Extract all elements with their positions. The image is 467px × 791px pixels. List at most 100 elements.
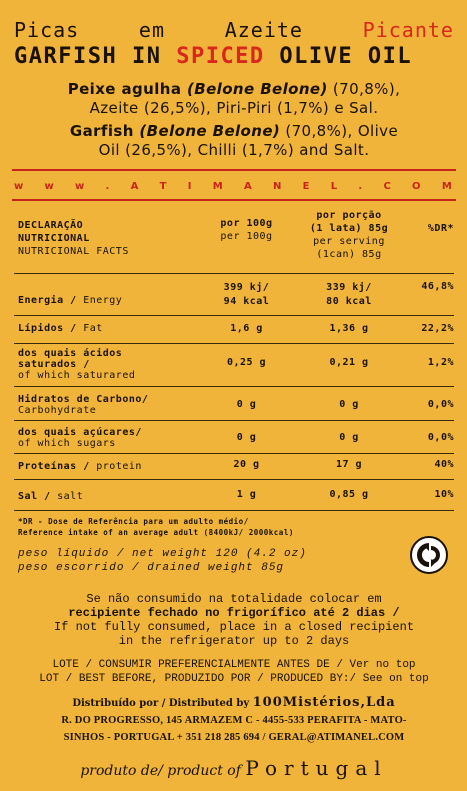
- ing-pt-name: Peixe agulha: [67, 80, 188, 98]
- website-char: I: [187, 181, 194, 192]
- portion-size: (1 lata) 85g: [309, 223, 389, 234]
- fat-100g: 1,6 g: [230, 323, 263, 334]
- distributor: Distribuído por / Distributed by 100Mist…: [14, 695, 454, 710]
- ing-pt-scientific: (Belone Belone): [187, 80, 328, 98]
- storage-line: Se não consumido na totalidade colocar e…: [86, 592, 382, 606]
- address-line: R. DO PROGRESSO, 145 ARMAZEM C - 4455-53…: [61, 715, 407, 726]
- portion-pt: por porção: [316, 210, 382, 221]
- website-char: E: [302, 181, 312, 192]
- note-line-en: Reference intake of an average adult (84…: [18, 528, 294, 537]
- title-word: Picas: [14, 18, 80, 42]
- net-weight: peso líquido / net weight 120 (4.2 oz): [18, 548, 307, 560]
- website-char: N: [272, 181, 284, 192]
- portion-size-en: (1can) 85g: [316, 249, 382, 260]
- title-en-spiced: SPICED: [176, 44, 265, 69]
- distributor-address: R. DO PROGRESSO, 145 ARMAZEM C - 4455-53…: [4, 712, 464, 746]
- website-char: C: [383, 181, 393, 192]
- origin-country: Portugal: [245, 756, 388, 780]
- dr-header: %DR*: [427, 223, 454, 234]
- website-char: A: [243, 181, 254, 192]
- row-label-pt: saturados /: [18, 359, 90, 370]
- address-line: SINHOS - PORTUGAL + 351 218 285 694 / GE…: [63, 732, 405, 743]
- title-portuguese: Picas em Azeite Picante: [14, 18, 454, 42]
- website-char: T: [159, 181, 169, 192]
- carbs-100g: 0 g: [236, 399, 257, 410]
- row-label-en: Energy: [76, 295, 123, 306]
- nutrition-title: DECLARAÇÃO NUTRICIONAL NUTRICIONAL FACTS: [18, 219, 129, 258]
- per-100g-pt: por 100g: [220, 218, 273, 229]
- note-line-pt: *DR - Dose de Referência para um adulto …: [18, 517, 249, 526]
- website-char: M: [212, 181, 225, 192]
- reference-intake-note: *DR - Dose de Referência para um adulto …: [18, 516, 294, 538]
- storage-line: recipiente fechado no frigorífico até 2 …: [68, 606, 400, 620]
- title-word: Azeite: [224, 18, 303, 42]
- ing-en-pct: (70,8%), Olive: [280, 122, 399, 140]
- row-label-en: salt: [50, 491, 84, 502]
- salt-serving: 0,85 g: [329, 489, 369, 500]
- lot-line-en: LOT / BEST BEFORE, PRODUZIDO POR / PRODU…: [39, 673, 429, 685]
- protein-serving: 17 g: [335, 459, 363, 470]
- per-serving-header: por porção (1 lata) 85g per serving (1ca…: [294, 209, 404, 261]
- title-en-part: OLIVE OIL: [264, 44, 413, 69]
- distributor-label: Distribuído por / Distributed by: [72, 698, 253, 709]
- sugars-serving: 0 g: [339, 432, 359, 443]
- row-label-pt: Sal /: [18, 491, 51, 502]
- nutrition-title-en: NUTRICIONAL FACTS: [18, 246, 129, 257]
- row-label-pt: Lípidos /: [18, 323, 77, 334]
- row-label-pt: Proteínas /: [18, 461, 90, 472]
- product-origin: produto de/ product of Portugal: [14, 756, 454, 780]
- row-label-pt: Energia /: [18, 295, 77, 306]
- storage-instructions: Se não consumido na totalidade colocar e…: [14, 592, 454, 648]
- table-divider: [14, 315, 454, 316]
- website-char: w: [44, 181, 56, 192]
- website-char: .: [105, 181, 112, 192]
- saturates-100g: 0,25 g: [226, 357, 267, 368]
- title-english: GARFISH IN SPICED OLIVE OIL: [14, 44, 454, 69]
- row-label-pt: dos quais ácidos: [18, 348, 123, 359]
- table-row-energy: Energia / Energy 399 kj/94 kcal 339 kj/8…: [14, 279, 454, 315]
- storage-line-en: If not fully consumed, place in a closed…: [53, 620, 415, 634]
- energy-kcal-serving: 80 kcal: [326, 296, 372, 307]
- carbs-dr: 0,0%: [427, 399, 454, 410]
- saturates-dr: 1,2%: [427, 357, 454, 368]
- portion-en: per serving: [313, 236, 385, 247]
- saturates-serving: 0,21 g: [329, 357, 369, 368]
- protein-dr: 40%: [434, 459, 454, 470]
- website-char: .: [358, 181, 365, 192]
- salt-100g: 1 g: [236, 489, 257, 500]
- carbs-serving: 0 g: [339, 399, 359, 410]
- divider-bottom: [12, 199, 456, 201]
- sugars-dr: 0,0%: [427, 432, 454, 443]
- ing-pt-pct: (70,8%),: [327, 80, 401, 98]
- ing-en-name: Garfish: [69, 122, 140, 140]
- nutrition-title-line: DECLARAÇÃO: [18, 220, 84, 231]
- website-char: w: [14, 181, 26, 192]
- table-divider: [14, 479, 454, 480]
- title-word: em: [138, 18, 166, 42]
- row-label-en: of which saturared: [18, 370, 136, 381]
- per-100g-header: por 100g per 100g: [209, 217, 284, 243]
- table-divider: [14, 386, 454, 387]
- fat-dr: 22,2%: [421, 323, 454, 334]
- nutrition-title-line: NUTRICIONAL: [18, 233, 90, 244]
- website-char: M: [441, 181, 454, 192]
- origin-label: produto de/ product of: [80, 763, 246, 779]
- divider-top: [12, 169, 456, 171]
- table-bottom-rule: [14, 510, 454, 511]
- lot-line-pt: LOTE / CONSUMIR PREFERENCIALMENTE ANTES …: [52, 659, 416, 671]
- weight-info: peso líquido / net weight 120 (4.2 oz) p…: [18, 547, 307, 575]
- website-url[interactable]: w w w. A T I M A N E L. C O M: [14, 181, 454, 192]
- nutrition-table: DECLARAÇÃO NUTRICIONAL NUTRICIONAL FACTS…: [14, 203, 454, 515]
- energy-dr: 46,8%: [421, 281, 454, 292]
- green-dot-recycle-icon: [410, 536, 448, 574]
- energy-kj-serving: 339 kj/: [326, 282, 372, 293]
- website-char: w: [75, 181, 87, 192]
- title-word-spicy: Picante: [362, 18, 454, 42]
- energy-kj-100g: 399 kj/: [223, 282, 270, 293]
- drained-weight: peso escorrido / drained weight 85g: [18, 562, 285, 574]
- row-label-en: Carbohydrate: [18, 405, 97, 416]
- ingredients-portuguese: Peixe agulha (Belone Belone) (70,8%), Az…: [14, 80, 454, 118]
- ing-en-rest: Oil (26,5%), Chilli (1,7%) and Salt.: [98, 141, 370, 159]
- title-en-part: GARFISH IN: [14, 44, 177, 69]
- table-divider: [14, 453, 454, 454]
